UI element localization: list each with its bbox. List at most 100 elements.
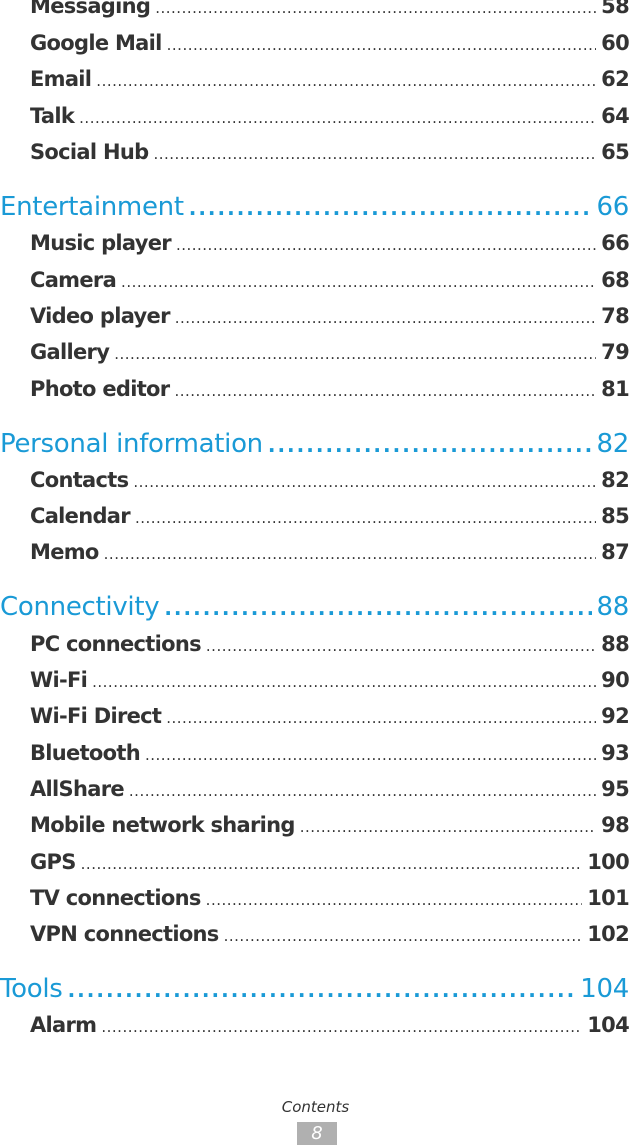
toc-section[interactable]: Tools 104 <box>0 974 631 1004</box>
toc-section-label: Tools <box>0 974 63 1004</box>
dot-leader <box>121 273 596 291</box>
toc-entry[interactable]: GPS 100 <box>0 850 631 874</box>
toc-entry[interactable]: Social Hub 65 <box>0 140 631 164</box>
footer-section-label: Contents <box>281 1098 350 1116</box>
dot-leader <box>189 196 592 220</box>
toc-entry-page: 78 <box>601 304 630 328</box>
toc-entry-label: AllShare <box>30 777 125 801</box>
dot-leader <box>167 36 597 54</box>
toc-entry-label: Video player <box>30 304 170 328</box>
dot-leader <box>81 855 583 873</box>
toc-entry-label: VPN connections <box>30 922 219 946</box>
toc-entry[interactable]: Wi-Fi Direct 92 <box>0 704 631 728</box>
toc-entry-label: Contacts <box>30 468 129 492</box>
dot-leader <box>174 382 596 400</box>
toc-entry[interactable]: Memo 87 <box>0 540 631 564</box>
toc-entry-page: 93 <box>601 741 630 765</box>
dot-leader <box>68 978 576 1002</box>
toc-entry-label: Wi-Fi <box>30 668 88 692</box>
dot-leader <box>175 309 596 327</box>
toc-entry-page: 65 <box>601 140 630 164</box>
toc-entry-page: 100 <box>587 850 629 874</box>
toc-entry-page: 87 <box>601 540 630 564</box>
toc-entry-label: Alarm <box>30 1013 97 1037</box>
toc-entry[interactable]: Photo editor 81 <box>0 377 631 401</box>
toc-entry[interactable]: Camera 68 <box>0 268 631 292</box>
toc-entry-label: Music player <box>30 231 172 255</box>
toc-entry[interactable]: Music player 66 <box>0 231 631 255</box>
toc-entry[interactable]: Wi-Fi 90 <box>0 668 631 692</box>
dot-leader <box>153 145 596 163</box>
dot-leader <box>166 709 596 727</box>
toc-section-label: Personal information <box>0 429 263 459</box>
toc-entry-page: 95 <box>601 777 630 801</box>
toc-entry-label: Email <box>30 67 92 91</box>
footer-page-number: 8 <box>297 1122 337 1145</box>
toc-entry[interactable]: Google Mail 60 <box>0 31 631 55</box>
toc-entry-page: 66 <box>601 231 630 255</box>
toc-entry-label: Talk <box>30 104 75 128</box>
toc-entry-page: 85 <box>601 504 630 528</box>
toc-section-page: 88 <box>596 592 630 622</box>
toc-entry-label: Google Mail <box>30 31 162 55</box>
toc-entry-label: Photo editor <box>30 377 170 401</box>
toc-entry-page: 58 <box>601 0 630 18</box>
toc-entry-label: Calendar <box>30 504 131 528</box>
toc-section-page: 104 <box>580 974 629 1004</box>
toc-entry[interactable]: Gallery 79 <box>0 340 631 364</box>
dot-leader <box>133 473 596 491</box>
dot-leader <box>104 545 597 563</box>
dot-leader <box>129 782 596 800</box>
dot-leader <box>224 927 583 945</box>
toc-entry[interactable]: Mobile network sharing 98 <box>0 813 631 837</box>
toc-entry[interactable]: Video player 78 <box>0 304 631 328</box>
toc-entry-label: Camera <box>30 268 117 292</box>
dot-leader <box>135 509 596 527</box>
toc-entry-page: 101 <box>587 886 629 910</box>
toc-entry-label: Social Hub <box>30 140 149 164</box>
dot-leader <box>145 746 596 764</box>
toc-entry-page: 79 <box>601 340 630 364</box>
toc-entry-label: GPS <box>30 850 76 874</box>
toc-entry-label: Bluetooth <box>30 741 141 765</box>
toc-entry[interactable]: AllShare 95 <box>0 777 631 801</box>
dot-leader <box>96 72 596 90</box>
dot-leader <box>101 1018 582 1036</box>
toc-entry[interactable]: Calendar 85 <box>0 504 631 528</box>
dot-leader <box>176 236 596 254</box>
toc-entry-page: 68 <box>601 268 630 292</box>
toc-section[interactable]: Connectivity 88 <box>0 592 631 622</box>
toc-entry-page: 102 <box>587 922 629 946</box>
toc-entry[interactable]: Messaging 58 <box>0 0 631 18</box>
toc-section[interactable]: Entertainment 66 <box>0 192 631 222</box>
toc-entry[interactable]: VPN connections 102 <box>0 922 631 946</box>
toc-entry-label: Mobile network sharing <box>30 813 295 837</box>
dot-leader <box>268 433 592 457</box>
toc-entry[interactable]: Bluetooth 93 <box>0 741 631 765</box>
toc-entry-page: 98 <box>601 813 630 837</box>
toc-section-page: 66 <box>596 192 630 222</box>
dot-leader <box>206 891 583 909</box>
toc-entry-page: 104 <box>587 1013 629 1037</box>
toc-section-page: 82 <box>596 429 630 459</box>
toc-entry[interactable]: Talk 64 <box>0 104 631 128</box>
toc-entry[interactable]: Contacts 82 <box>0 468 631 492</box>
toc-entry[interactable]: Alarm 104 <box>0 1013 631 1037</box>
dot-leader <box>79 109 596 127</box>
toc-entry[interactable]: TV connections 101 <box>0 886 631 910</box>
dot-leader <box>206 637 596 655</box>
toc-entry-page: 60 <box>601 31 630 55</box>
toc-entry-page: 62 <box>601 67 630 91</box>
toc-entry[interactable]: Email 62 <box>0 67 631 91</box>
dot-leader <box>300 818 596 836</box>
dot-leader <box>92 673 596 691</box>
toc-entry-page: 88 <box>601 632 630 656</box>
dot-leader <box>114 345 596 363</box>
toc-entry[interactable]: PC connections 88 <box>0 632 631 656</box>
toc-section-label: Connectivity <box>0 592 160 622</box>
toc-entry-label: Memo <box>30 540 99 564</box>
toc-section[interactable]: Personal information 82 <box>0 429 631 459</box>
toc-entry-page: 82 <box>601 468 630 492</box>
toc-entry-page: 92 <box>601 704 630 728</box>
toc-entry-page: 81 <box>601 377 630 401</box>
